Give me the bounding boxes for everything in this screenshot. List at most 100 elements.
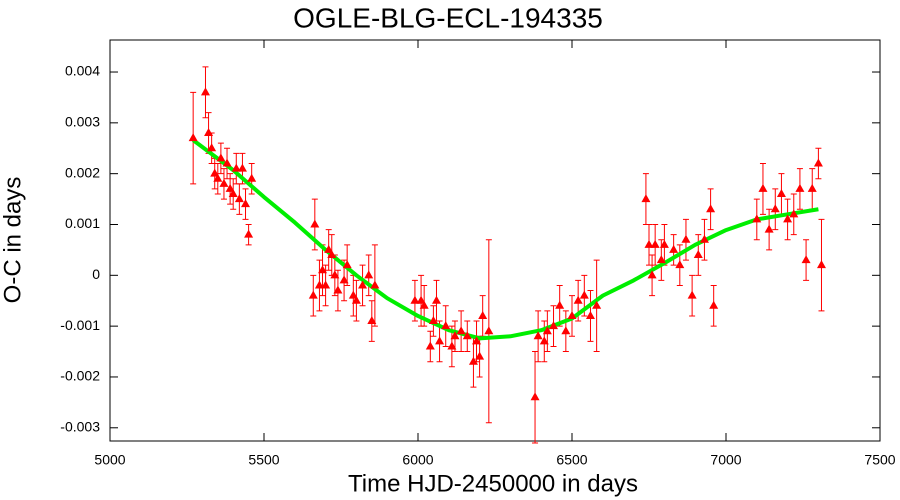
- data-point: [327, 249, 337, 258]
- data-point: [669, 244, 679, 253]
- plot-frame: [109, 39, 881, 442]
- x-tick-label: 7000: [710, 452, 741, 468]
- data-point: [650, 239, 660, 248]
- y-tick-label: 0: [92, 266, 100, 282]
- data-point: [475, 351, 485, 360]
- data-point: [216, 153, 226, 162]
- data-point: [188, 133, 198, 142]
- data-point: [687, 290, 697, 299]
- data-point: [693, 249, 703, 258]
- data-point: [478, 310, 488, 319]
- data-point: [706, 204, 716, 213]
- data-point: [647, 270, 657, 279]
- data-point: [699, 234, 709, 243]
- data-point: [314, 280, 324, 289]
- data-point: [675, 260, 685, 269]
- data-point: [447, 341, 457, 350]
- data-point: [370, 280, 380, 289]
- data-point: [210, 168, 220, 177]
- data-point: [237, 163, 247, 172]
- data-point: [308, 290, 318, 299]
- data-point: [234, 194, 244, 203]
- data-point: [213, 173, 223, 182]
- data-point: [813, 158, 823, 167]
- data-point: [321, 280, 331, 289]
- x-axis-label: Time HJD-2450000 in days: [348, 470, 638, 497]
- x-tick-label: 6000: [402, 452, 433, 468]
- data-point: [222, 158, 232, 167]
- data-point: [342, 260, 352, 269]
- data-point: [247, 173, 257, 182]
- data-point: [228, 188, 238, 197]
- y-tick-label: 0.002: [65, 164, 100, 180]
- data-point: [709, 300, 719, 309]
- data-point: [207, 143, 217, 152]
- y-tick-label: -0.003: [60, 418, 100, 434]
- data-point: [644, 239, 654, 248]
- data-point: [231, 163, 241, 172]
- data-point: [339, 275, 349, 284]
- data-point: [801, 255, 811, 264]
- x-tick-label: 7500: [864, 452, 895, 468]
- data-point: [555, 300, 565, 309]
- y-tick-label: -0.002: [60, 368, 100, 384]
- data-point: [358, 280, 368, 289]
- data-point: [567, 310, 577, 319]
- data-point: [681, 234, 691, 243]
- data-point: [244, 229, 254, 238]
- y-tick-label: 0.004: [65, 63, 100, 79]
- data-point: [410, 295, 420, 304]
- data-point: [752, 214, 762, 223]
- data-point: [416, 295, 426, 304]
- data-point: [462, 331, 472, 340]
- data-point: [241, 199, 251, 208]
- data-point: [431, 295, 441, 304]
- data-point: [789, 209, 799, 218]
- data-point: [200, 87, 210, 96]
- data-point: [472, 336, 482, 345]
- x-tick-label: 5000: [94, 452, 125, 468]
- x-tick-label: 6500: [556, 452, 587, 468]
- data-point: [456, 326, 466, 335]
- data-point: [539, 336, 549, 345]
- data-point: [592, 300, 602, 309]
- data-point: [225, 183, 235, 192]
- data-point: [776, 188, 786, 197]
- data-point: [530, 392, 540, 401]
- data-point: [549, 321, 559, 330]
- data-point: [468, 356, 478, 365]
- data-point: [758, 183, 768, 192]
- data-point: [573, 295, 583, 304]
- y-axis-label: O-C in days: [0, 177, 26, 304]
- y-tick-label: -0.001: [60, 317, 100, 333]
- data-point: [441, 321, 451, 330]
- fit-curve: [191, 138, 819, 341]
- chart-title: OGLE-BLG-ECL-194335: [293, 2, 603, 33]
- data-point: [656, 255, 666, 264]
- data-point: [318, 265, 328, 274]
- data-point: [219, 178, 229, 187]
- data-point: [659, 239, 669, 248]
- data-point: [367, 316, 377, 325]
- data-point: [542, 326, 552, 335]
- data-point: [783, 214, 793, 223]
- data-point: [795, 183, 805, 192]
- data-point: [351, 295, 361, 304]
- data-point: [579, 290, 589, 299]
- data-point: [419, 300, 429, 309]
- data-point: [310, 219, 320, 228]
- data-point: [425, 341, 435, 350]
- data-point: [585, 310, 595, 319]
- data-point: [770, 204, 780, 213]
- data-point: [764, 224, 774, 233]
- data-point: [333, 285, 343, 294]
- data-point: [348, 290, 358, 299]
- data-point: [641, 194, 651, 203]
- data-point: [450, 331, 460, 340]
- data-point: [428, 316, 438, 325]
- data-point: [204, 128, 214, 137]
- data-point: [561, 326, 571, 335]
- data-point: [324, 244, 334, 253]
- data-point: [435, 336, 445, 345]
